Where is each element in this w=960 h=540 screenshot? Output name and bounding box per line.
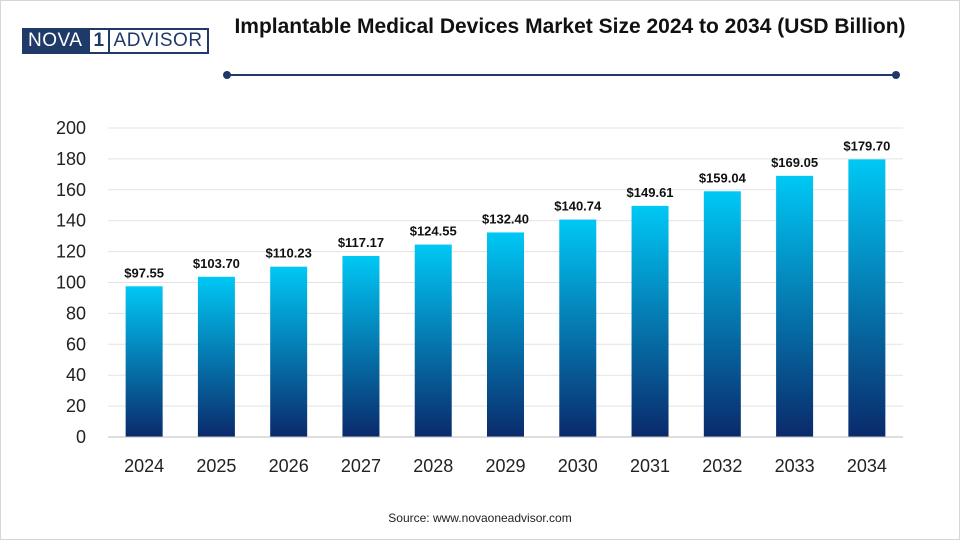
y-tick-label: 180 [56, 149, 86, 169]
x-tick-label: 2024 [124, 456, 164, 476]
y-tick-label: 80 [66, 303, 86, 323]
title-underline [227, 74, 897, 76]
bar-2028 [414, 244, 452, 437]
x-tick-label: 2025 [196, 456, 236, 476]
source-note: Source: www.novaoneadvisor.com [388, 511, 572, 525]
logo-text-nova: NOVA [22, 28, 89, 54]
data-label-2026: $110.23 [266, 246, 312, 261]
brand-logo: NOVA 1 ADVISOR [22, 28, 209, 54]
x-tick-label: 2027 [341, 456, 381, 476]
y-axis-ticks: 0 20 40 60 80 100 120 140 160 180 200 [56, 118, 86, 447]
bar-2032 [703, 191, 741, 437]
x-tick-label: 2031 [630, 456, 670, 476]
data-label-2025: $103.70 [193, 256, 240, 271]
y-tick-label: 0 [76, 427, 86, 447]
x-axis-ticks: 2024 2025 2026 2027 2028 2029 2030 2031 2032 2033… [124, 456, 887, 476]
bar-2027 [342, 255, 380, 437]
x-tick-label: 2030 [558, 456, 598, 476]
bar-2030 [559, 219, 597, 437]
logo-text-one: 1 [88, 28, 110, 54]
data-labels: $97.55 $103.70 $110.23 $117.17 $124.55 $132.4… [124, 138, 890, 280]
logo-text-advisor: ADVISOR [109, 28, 209, 54]
data-label-2032: $159.04 [699, 170, 747, 185]
bar-2025 [197, 276, 235, 437]
title-underline-dot-left [223, 71, 231, 79]
bar-2026 [270, 266, 308, 437]
y-tick-label: 140 [56, 211, 86, 231]
x-tick-label: 2026 [269, 456, 309, 476]
y-tick-label: 100 [56, 273, 86, 293]
x-tick-label: 2032 [702, 456, 742, 476]
chart-title: Implantable Medical Devices Market Size … [234, 15, 906, 38]
data-label-2028: $124.55 [410, 224, 457, 239]
data-label-2033: $169.05 [771, 155, 818, 170]
x-tick-label: 2028 [413, 456, 453, 476]
bar-2034 [848, 159, 886, 437]
bar-2033 [776, 175, 814, 437]
data-label-2031: $149.61 [627, 185, 674, 200]
title-underline-dot-right [892, 71, 900, 79]
y-tick-label: 40 [66, 365, 86, 385]
y-tick-label: 200 [56, 118, 86, 138]
x-tick-label: 2029 [485, 456, 525, 476]
bars [125, 159, 886, 437]
y-tick-label: 120 [56, 242, 86, 262]
bar-2031 [631, 205, 669, 437]
bar-2024 [125, 286, 163, 437]
data-label-2034: $179.70 [843, 138, 890, 153]
x-tick-label: 2033 [775, 456, 815, 476]
bar-2029 [487, 232, 524, 437]
y-tick-label: 60 [66, 334, 86, 354]
data-label-2024: $97.55 [124, 265, 164, 280]
y-tick-label: 160 [56, 180, 86, 200]
data-label-2027: $117.17 [338, 235, 384, 250]
data-label-2030: $140.74 [554, 199, 602, 214]
x-tick-label: 2034 [847, 456, 887, 476]
data-label-2029: $132.40 [482, 211, 529, 226]
y-tick-label: 20 [66, 396, 86, 416]
